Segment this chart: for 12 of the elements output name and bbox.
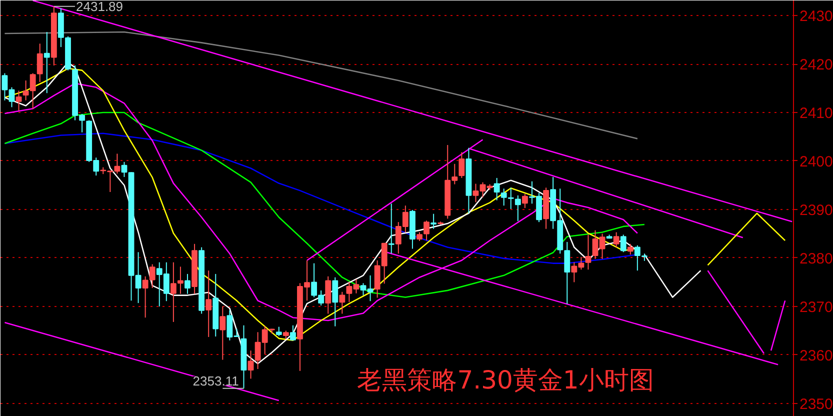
annotation: 2431.89 [76,0,124,14]
annotation: 2353.11 [192,373,239,388]
text: 老黑策略7.30黄金1小时图 [357,366,654,394]
y-tick-label: 2410 [800,105,833,122]
y-tick-label: 2350 [800,396,833,413]
y-tick-label: 2430 [800,8,833,26]
y-tick-label: 2370 [800,298,833,316]
y-tick-label: 2360 [800,347,833,364]
y-tick-label: 2420 [800,56,833,74]
y-tick-label: 2390 [800,202,833,219]
y-tick-label: 2400 [800,153,833,170]
y-tick-label: 2380 [800,250,833,268]
